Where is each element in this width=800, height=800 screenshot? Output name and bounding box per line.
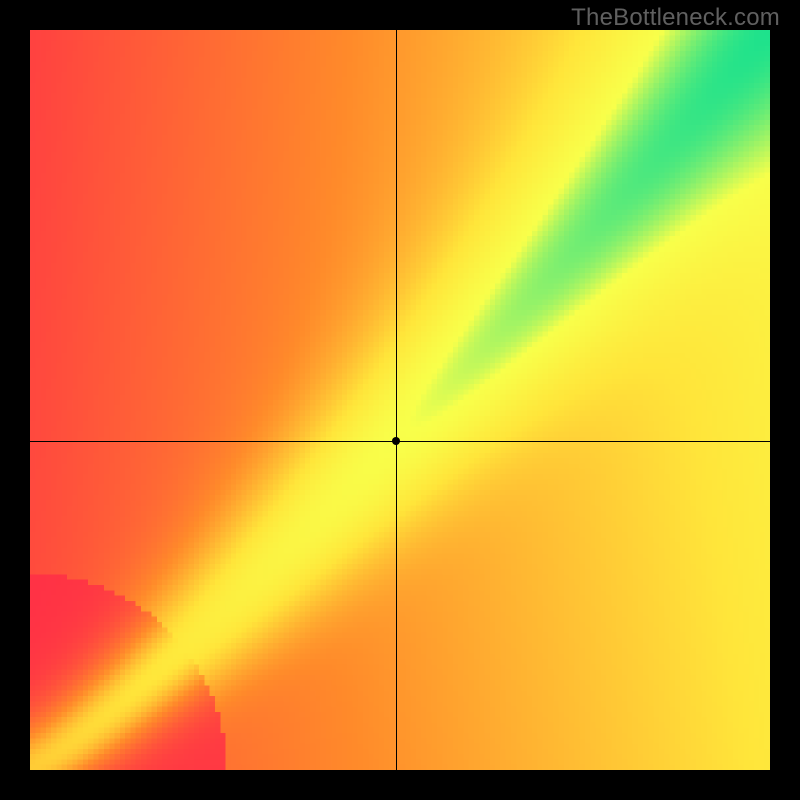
bottleneck-heatmap bbox=[30, 30, 770, 770]
heatmap-canvas bbox=[30, 30, 770, 770]
watermark-text: TheBottleneck.com bbox=[571, 4, 780, 32]
